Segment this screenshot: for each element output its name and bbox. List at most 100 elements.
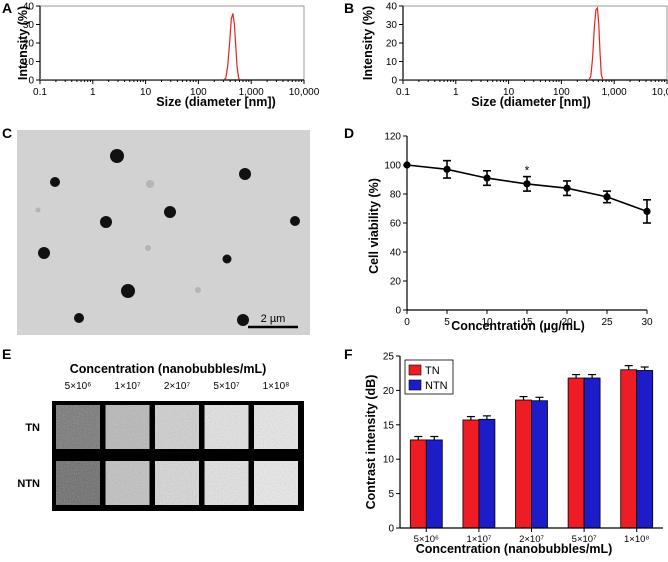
panel-d-plot: 0 5 10 15 20 25 30 0 20 40 60 80 100 120 * (384, 132, 653, 329)
legend-swatch-tn (408, 364, 422, 376)
x-tick-label: 10,000 (652, 87, 668, 98)
x-tick-label: 1,000 (602, 87, 627, 98)
bar-tn (567, 377, 585, 529)
y-tick-label: 120 (384, 132, 401, 143)
legend-label-ntn: NTN (425, 380, 448, 392)
y-tick-label: 40 (23, 2, 35, 13)
x-tick-label: 20 (561, 317, 573, 328)
bar-ntn (531, 400, 548, 529)
panel-label-c: C (2, 125, 12, 141)
ultrasound-speckle (56, 405, 100, 449)
nanobubble (110, 149, 124, 163)
tem-particles (35, 149, 300, 326)
data-point (443, 165, 451, 173)
nanobubble (290, 216, 300, 226)
x-tick-label: 100 (190, 87, 207, 98)
x-tick-label: 5×10⁷ (572, 534, 597, 545)
panel-label-b: B (344, 0, 354, 16)
panel-e: E Concentration (nanobubbles/mL) 5×10⁶ 1×… (2, 346, 304, 511)
data-point (403, 161, 411, 169)
nanobubble (237, 314, 249, 326)
y-tick-label: 30 (23, 20, 35, 31)
x-tick-label: 2×10⁷ (519, 534, 544, 545)
ultrasound-speckle (105, 461, 150, 505)
faint-particle (145, 245, 151, 251)
y-tick-label: 100 (384, 161, 401, 172)
column-label: 5×10⁶ (65, 381, 92, 392)
bar-ntn (583, 377, 601, 529)
column-label: 1×10⁸ (263, 381, 290, 392)
panel-d-xlabel: Concentration (µg/mL) (451, 319, 585, 333)
nanobubble (50, 177, 60, 187)
y-tick-label: 20 (390, 277, 402, 288)
panel-label-f: F (344, 346, 353, 362)
x-tick-label: 15 (521, 317, 533, 328)
y-tick-label: 40 (390, 248, 402, 259)
bar-tn (462, 419, 480, 529)
scale-bar-label: 2 µm (261, 313, 286, 325)
ultrasound-grid: 5×10⁶ 1×10⁷ 2×10⁷ 5×10⁷ 1×10⁸ TN NTN (17, 381, 298, 505)
x-tick-label: 5×10⁶ (414, 534, 439, 545)
panel-b: B Intensity (%) Size (diameter [nm]) 0.1… (344, 0, 668, 109)
panel-a-ylabel: Intensity (%) (16, 6, 30, 80)
bar-ntn (478, 418, 496, 529)
bar-tn (409, 439, 427, 529)
panel-label-a: A (2, 0, 12, 16)
data-point (643, 207, 651, 215)
data-point (603, 193, 611, 201)
y-tick-label: 0 (28, 76, 34, 87)
panel-b-plot: 0.1 1 10 100 1,000 10,000 0 10 20 30 40 (386, 2, 668, 99)
x-tick-label: 30 (641, 317, 653, 328)
faint-particle (35, 207, 41, 213)
tem-image-background (17, 130, 310, 335)
x-tick-label: 10,000 (289, 87, 320, 98)
column-label: 2×10⁷ (164, 381, 191, 392)
nanobubble (239, 168, 251, 180)
y-tick-label: 10 (386, 57, 398, 68)
panel-a: A Intensity (%) Size (diameter [nm]) 0.1… (2, 0, 320, 109)
y-tick-label: 80 (390, 190, 402, 201)
x-tick-label: 0.1 (33, 87, 47, 98)
y-tick-label: 60 (390, 219, 402, 230)
y-tick-label: 15 (383, 420, 395, 431)
ultrasound-speckle (56, 461, 100, 505)
size-distribution-line (588, 6, 604, 81)
data-point (563, 184, 571, 192)
ultrasound-speckle (155, 461, 199, 505)
bar-tn (620, 369, 638, 529)
y-tick-label: 40 (386, 2, 398, 13)
nanobubble (100, 216, 112, 228)
nanobubble (222, 254, 232, 264)
ultrasound-speckle (155, 405, 199, 449)
panel-c: C 2 µm (2, 125, 310, 335)
y-tick-label: 10 (23, 57, 35, 68)
x-tick-label: 10 (481, 317, 493, 328)
faint-particle (195, 287, 201, 293)
x-tick-label: 5 (444, 317, 450, 328)
legend-swatch-ntn (408, 379, 422, 391)
row-label: NTN (17, 478, 40, 490)
bar-ntn (636, 370, 654, 529)
x-tick-label: 10 (140, 87, 152, 98)
x-tick-label: 25 (601, 317, 613, 328)
column-label: 5×10⁷ (213, 381, 240, 392)
panel-f-xlabel: Concentration (nanobubbles/mL) (416, 542, 613, 556)
panel-label-d: D (344, 125, 354, 141)
panel-e-title: Concentration (nanobubbles/mL) (70, 362, 267, 376)
panel-f-plot: 0 5 10 15 20 25 5×10⁶ 1×10⁷ 2×10⁷ 5×10⁷ 1×10⁸ TN NTN (383, 352, 663, 545)
ultrasound-speckle (105, 405, 150, 449)
y-tick-label: 0 (395, 306, 401, 317)
ultrasound-speckle (204, 405, 249, 449)
bar-ntn (425, 439, 443, 529)
y-tick-label: 20 (23, 39, 35, 50)
x-tick-label: 1×10⁸ (624, 534, 649, 545)
x-tick-label: 1,000 (239, 87, 264, 98)
x-tick-label: 100 (553, 87, 570, 98)
ultrasound-speckle (254, 461, 298, 505)
y-tick-label: 0 (391, 76, 397, 87)
legend-label-tn: TN (425, 365, 440, 377)
panel-a-xlabel: Size (diameter [nm]) (156, 95, 275, 109)
plot-frame (39, 5, 305, 81)
nanobubble (74, 313, 84, 323)
y-tick-label: 30 (386, 20, 398, 31)
